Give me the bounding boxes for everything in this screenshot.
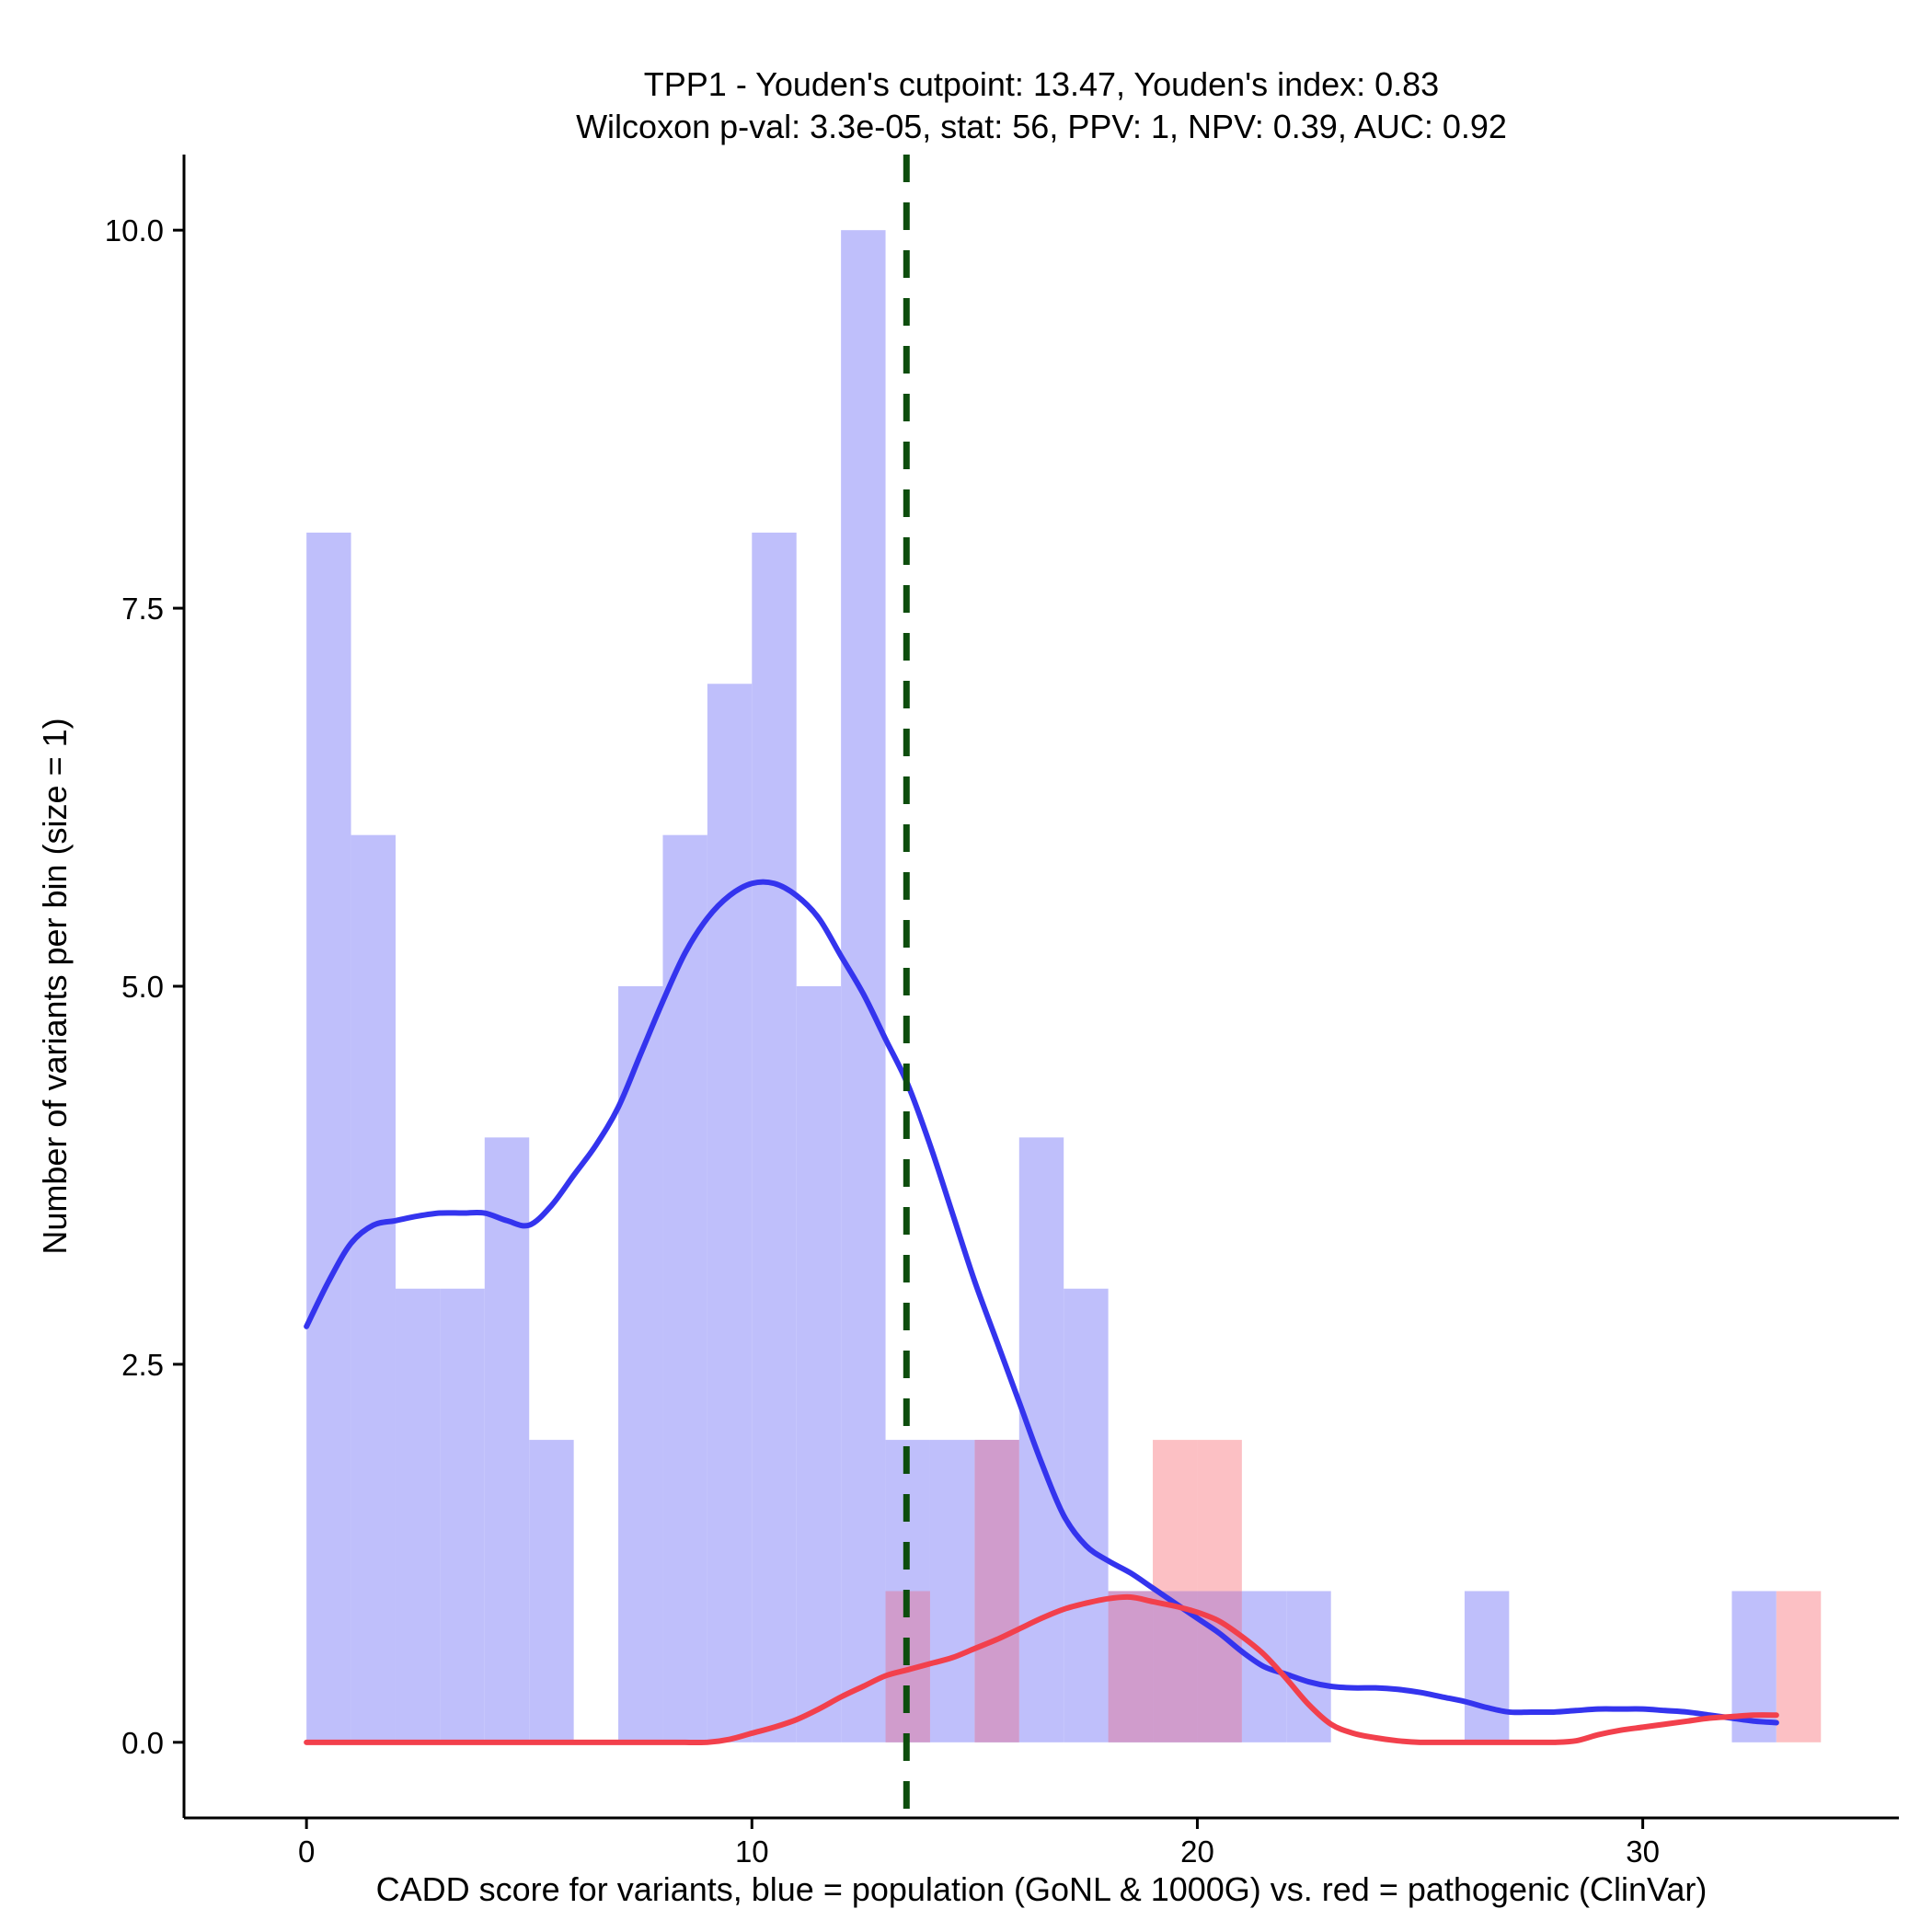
overlap-bar [974, 1440, 1019, 1742]
population-bar [306, 532, 351, 1742]
axes: 0 10 20 30 0.0 2.5 5.0 7.5 10.0 [105, 155, 1899, 1869]
population-bar [529, 1440, 574, 1742]
y-tick-label: 7.5 [121, 592, 164, 626]
y-tick-label: 5.0 [121, 970, 164, 1004]
population-bar [440, 1288, 485, 1742]
pathogenic-bar [1776, 1591, 1822, 1742]
pathogenic-bar [1197, 1440, 1242, 1592]
pathogenic-density-line [304, 1593, 1779, 1746]
population-bar [1064, 1288, 1109, 1742]
population-bar [841, 230, 886, 1742]
y-tick-label: 2.5 [121, 1348, 164, 1382]
x-tick-label: 30 [1626, 1834, 1660, 1869]
x-tick-label: 0 [298, 1834, 315, 1869]
x-ticks: 0 10 20 30 [298, 1818, 1660, 1869]
population-bar [662, 834, 707, 1742]
chart-title: TPP1 - Youden's cutpoint: 13.47, Youden'… [644, 65, 1439, 103]
overlap-bar [1108, 1591, 1154, 1742]
x-tick-label: 10 [735, 1834, 769, 1869]
population-bar [1464, 1591, 1510, 1742]
population-bar [395, 1288, 441, 1742]
population-density-line [304, 879, 1779, 1726]
y-ticks: 0.0 2.5 5.0 7.5 10.0 [105, 213, 184, 1760]
population-bar [1018, 1137, 1064, 1742]
pathogenic-bars [885, 1440, 1822, 1742]
population-bar [351, 834, 396, 1742]
population-bar [618, 986, 663, 1742]
population-bars [306, 230, 1777, 1742]
chart-subtitle: Wilcoxon p-val: 3.3e-05, stat: 56, PPV: … [576, 108, 1507, 145]
population-bar [752, 532, 797, 1742]
population-bar [484, 1137, 530, 1742]
x-tick-label: 20 [1180, 1834, 1214, 1869]
y-tick-label: 10.0 [105, 213, 164, 247]
y-axis-label: Number of variants per bin (size = 1) [36, 718, 74, 1254]
population-bar [796, 986, 842, 1742]
pathogenic-bar [1153, 1440, 1198, 1592]
density-curves [304, 879, 1779, 1746]
population-bar [707, 684, 753, 1742]
y-tick-label: 0.0 [121, 1726, 164, 1760]
population-bar [929, 1440, 975, 1742]
x-axis-label: CADD score for variants, blue = populati… [376, 1870, 1708, 1908]
